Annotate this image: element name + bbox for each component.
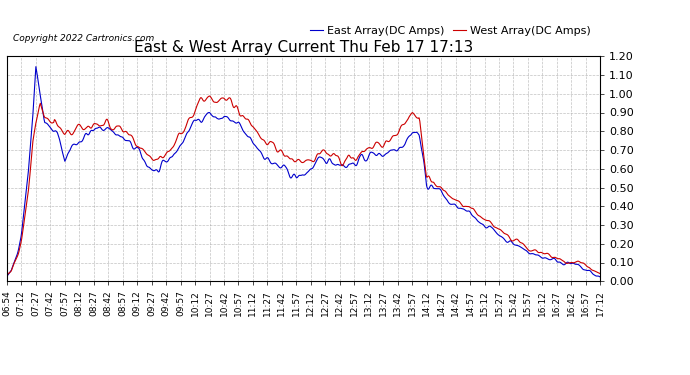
West Array(DC Amps) [348, 156, 357, 160]
West Array(DC Amps) [364, 146, 372, 150]
East Array(DC Amps) [3, 274, 11, 279]
East Array(DC Amps) [515, 244, 523, 248]
Text: Copyright 2022 Cartronics.com: Copyright 2022 Cartronics.com [13, 34, 154, 43]
East Array(DC Amps) [40, 117, 48, 122]
East Array(DC Amps) [364, 156, 372, 161]
West Array(DC Amps) [3, 273, 11, 277]
Line: West Array(DC Amps): West Array(DC Amps) [7, 96, 600, 275]
Line: East Array(DC Amps): East Array(DC Amps) [7, 67, 600, 277]
East Array(DC Amps) [382, 152, 390, 156]
West Array(DC Amps) [596, 272, 604, 276]
West Array(DC Amps) [453, 198, 462, 203]
East Array(DC Amps) [596, 275, 604, 279]
East Array(DC Amps) [453, 206, 462, 210]
West Array(DC Amps) [515, 238, 523, 243]
West Array(DC Amps) [206, 94, 214, 98]
Title: East & West Array Current Thu Feb 17 17:13: East & West Array Current Thu Feb 17 17:… [134, 40, 473, 55]
Legend: East Array(DC Amps), West Array(DC Amps): East Array(DC Amps), West Array(DC Amps) [306, 21, 595, 40]
East Array(DC Amps) [348, 161, 357, 165]
West Array(DC Amps) [39, 111, 48, 116]
West Array(DC Amps) [382, 139, 390, 144]
East Array(DC Amps) [32, 64, 40, 69]
